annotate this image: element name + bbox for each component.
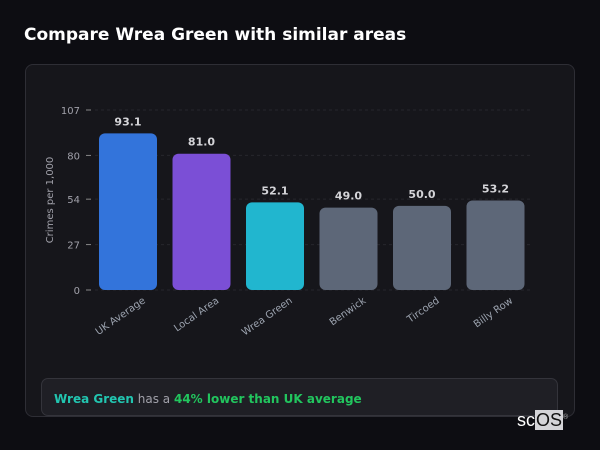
logo: scOS®: [517, 410, 569, 430]
y-axis-label: Crimes per 1,000: [45, 157, 56, 244]
summary-middle: has a: [133, 392, 174, 406]
x-tick-label: Tircoed: [405, 295, 442, 326]
bar-billy-row: [466, 200, 525, 290]
data-label: 49.0: [335, 190, 362, 203]
data-label: 53.2: [482, 183, 509, 196]
bar-benwick: [319, 207, 378, 290]
x-tick-label: Local Area: [172, 295, 221, 334]
bar-tircoed: [393, 205, 451, 290]
x-tick-label: Billy Row: [472, 295, 515, 330]
data-label: 50.0: [408, 188, 435, 201]
y-tick-label: 0: [74, 286, 80, 297]
bar-uk-average: [99, 133, 157, 290]
page-title: Compare Wrea Green with similar areas: [24, 25, 407, 45]
y-tick-label: 80: [67, 151, 80, 162]
y-tick-label: 107: [61, 106, 80, 117]
summary-area: Wrea Green: [54, 392, 134, 406]
summary-comparison: 44% lower than UK average: [173, 392, 362, 406]
data-label: 81.0: [188, 136, 215, 149]
bar-local-area: [172, 153, 231, 290]
summary-box: Wrea Green has a 44% lower than UK avera…: [41, 378, 558, 416]
y-tick-label: 54: [67, 195, 80, 206]
x-tick-label: Benwick: [328, 295, 369, 328]
x-tick-label: Wrea Green: [240, 295, 295, 338]
x-tick-label: UK Average: [94, 295, 148, 337]
y-tick-label: 27: [67, 241, 80, 252]
bar-wrea-green: [246, 202, 304, 290]
data-label: 93.1: [114, 115, 141, 128]
data-label: 52.1: [261, 184, 288, 197]
